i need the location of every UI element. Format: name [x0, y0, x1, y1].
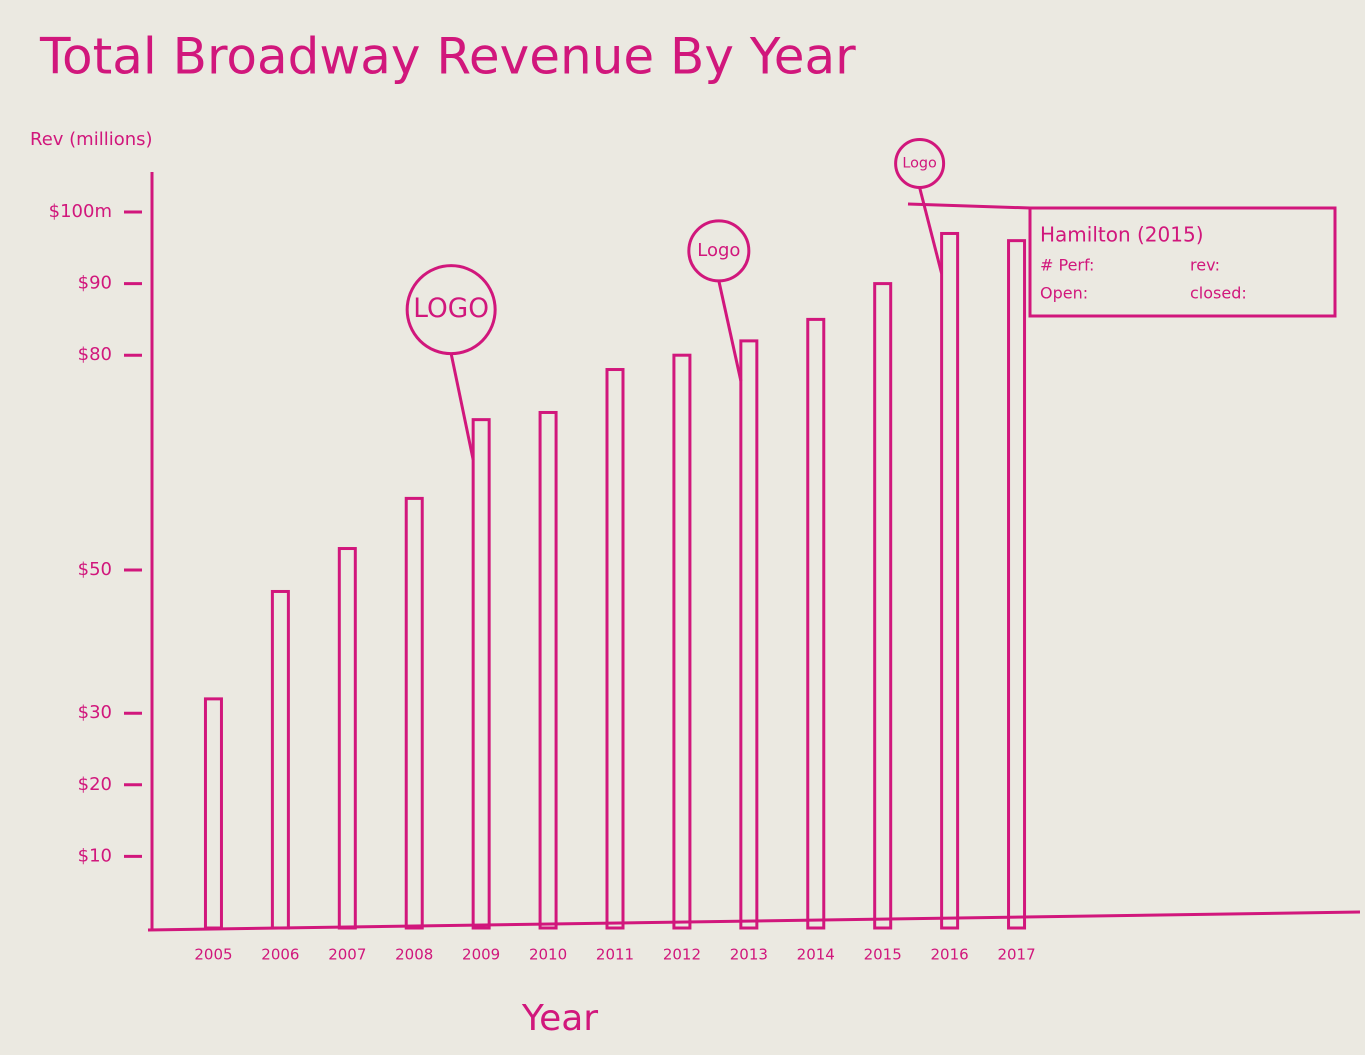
tooltip-pointer [907, 202, 1031, 210]
x-tick-label: 2014 [797, 946, 835, 964]
tooltip-box [1028, 206, 1337, 318]
x-tick-label: 2012 [663, 946, 701, 964]
bar [337, 547, 357, 930]
x-axis-label: Year [521, 998, 598, 1039]
bar [203, 697, 223, 930]
y-tick-label: $50 [78, 559, 112, 580]
bar [806, 317, 826, 930]
logo-pointer [918, 187, 944, 274]
bar [940, 231, 960, 930]
bar [471, 418, 491, 930]
y-axis-label: Rev (millions) [30, 129, 153, 150]
tooltip-field: rev: [1190, 256, 1220, 275]
x-tick-label: 2010 [529, 946, 567, 964]
x-tick-label: 2016 [931, 946, 969, 964]
bar [605, 368, 625, 930]
bar [873, 282, 893, 930]
bar [538, 410, 558, 930]
y-tick-label: $80 [78, 344, 112, 365]
y-tick-label: $10 [78, 845, 112, 866]
bar [270, 589, 290, 930]
tooltip-field: # Perf: [1040, 256, 1094, 275]
bar [739, 339, 759, 930]
x-tick-label: 2011 [596, 946, 634, 964]
bar [404, 496, 424, 930]
bar [1007, 239, 1027, 930]
logo-pointer [449, 353, 475, 460]
y-tick-label: $20 [78, 774, 112, 795]
chart-title: Total Broadway Revenue By Year [39, 28, 856, 86]
tooltip-field: Open: [1040, 284, 1088, 303]
x-tick-label: 2007 [328, 946, 366, 964]
x-tick-label: 2005 [194, 946, 232, 964]
y-tick-label: $30 [78, 702, 112, 723]
tooltip-title: Hamilton (2015) [1040, 223, 1204, 247]
x-tick-label: 2015 [864, 946, 902, 964]
bar [672, 353, 692, 930]
x-tick-label: 2013 [730, 946, 768, 964]
logo-label: Logo [697, 240, 740, 261]
logo-label: Logo [902, 155, 937, 171]
x-tick-label: 2009 [462, 946, 500, 964]
y-tick-label: $100m [49, 201, 112, 222]
x-tick-label: 2017 [997, 946, 1035, 964]
x-tick-label: 2008 [395, 946, 433, 964]
tooltip-field: closed: [1190, 284, 1247, 303]
logo-label: LOGO [413, 293, 489, 324]
y-tick-label: $90 [78, 273, 112, 294]
x-tick-label: 2006 [261, 946, 299, 964]
logo-pointer [717, 280, 743, 382]
